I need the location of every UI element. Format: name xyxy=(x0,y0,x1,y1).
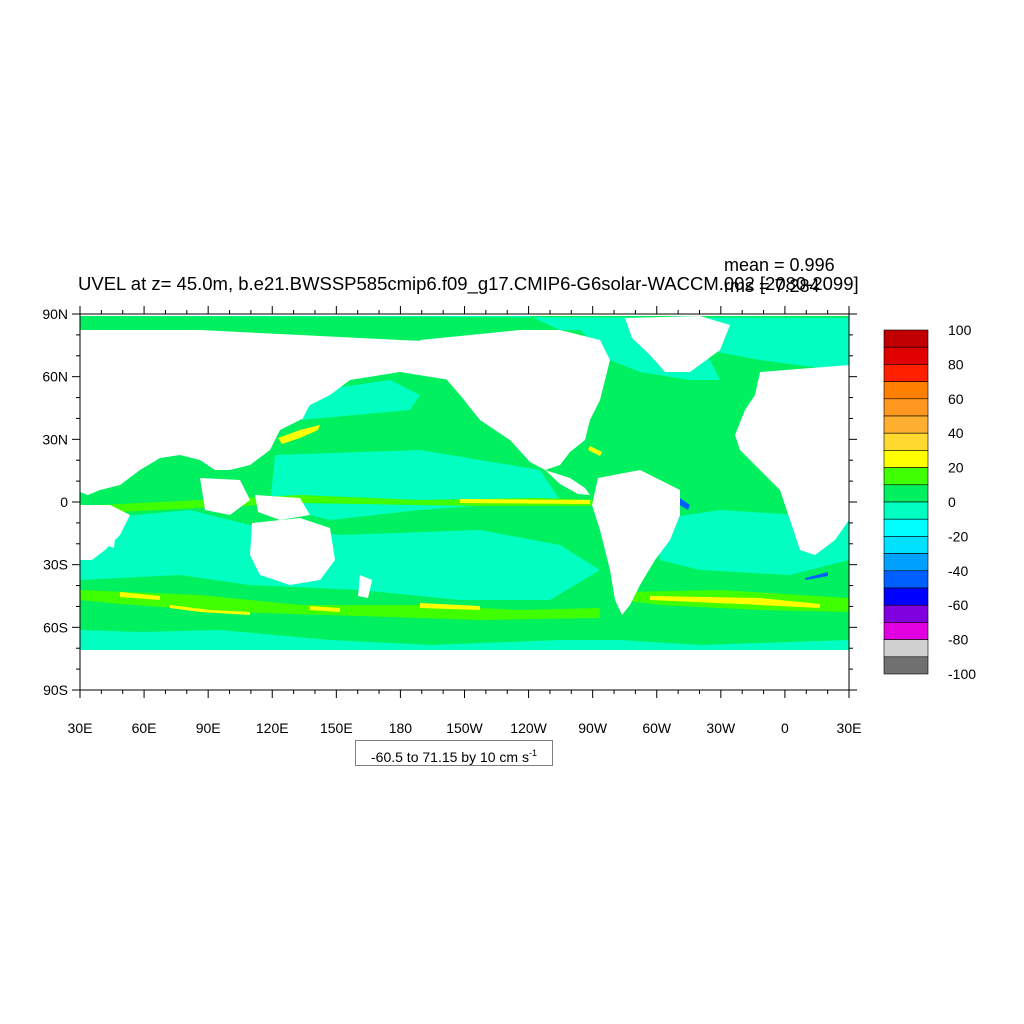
rms-stat: rms = 7.284 xyxy=(724,276,820,296)
colorbar-label: -60 xyxy=(948,597,968,613)
colorbar-label: -20 xyxy=(948,528,968,544)
jet-core-bands xyxy=(120,425,820,615)
colorbar-box xyxy=(883,329,929,348)
colorbar-box xyxy=(883,587,929,606)
land-masses xyxy=(80,316,849,690)
colorbar-label: 20 xyxy=(948,460,964,476)
colorbar-box xyxy=(883,604,929,623)
lon-tick-label: 60W xyxy=(642,720,672,736)
colorbar-box xyxy=(883,432,929,451)
colorbar-box xyxy=(883,346,929,365)
lat-tick-label: 0 xyxy=(60,494,68,510)
velocity-field xyxy=(80,314,849,690)
colorbar-label: -100 xyxy=(948,666,976,682)
lon-tick-label: 150E xyxy=(320,720,353,736)
colorbar-box xyxy=(883,622,929,640)
axis-ticks xyxy=(72,306,857,698)
lon-tick-label: 0 xyxy=(781,720,789,736)
lon-tick-label: 150W xyxy=(446,720,483,736)
colorbar-label: -80 xyxy=(948,632,968,648)
colorbar-label: 0 xyxy=(948,494,956,510)
lat-tick-label: 60N xyxy=(42,369,68,385)
colorbar xyxy=(883,329,929,675)
lon-tick-label: 120E xyxy=(256,720,289,736)
contour-unit-exponent: -1 xyxy=(528,748,537,758)
lon-tick-label: 30W xyxy=(706,720,736,736)
contour-info-text: -60.5 to 71.15 by 10 cm s xyxy=(371,749,529,765)
lon-tick-label: 30E xyxy=(837,720,862,736)
lat-tick-label: 60S xyxy=(43,619,68,635)
colorbar-label: 40 xyxy=(948,425,964,441)
lon-tick-label: 120W xyxy=(510,720,547,736)
lon-tick-label: 60E xyxy=(132,720,157,736)
colorbar-label: 100 xyxy=(948,322,972,338)
colorbar-label: -40 xyxy=(948,563,968,579)
colorbar-label: 80 xyxy=(948,356,964,372)
colorbar-box xyxy=(883,501,929,520)
latitude-labels: 90N 60N 30N 0 30S 60S 90S xyxy=(42,306,68,698)
colorbar-box xyxy=(883,484,929,503)
colorbar-box xyxy=(883,639,929,658)
lat-tick-label: 90N xyxy=(42,306,68,322)
colorbar-labels: 100 80 60 40 20 0 -20 -40 -60 -80 -100 xyxy=(948,322,976,682)
colorbar-box xyxy=(883,364,929,382)
colorbar-box xyxy=(883,570,929,589)
colorbar-box xyxy=(883,381,929,400)
lat-tick-label: 30S xyxy=(43,557,68,573)
colorbar-box xyxy=(883,415,929,434)
lon-tick-label: 90E xyxy=(196,720,221,736)
contour-info-box: -60.5 to 71.15 by 10 cm s-1 xyxy=(355,740,553,766)
lon-tick-label: 180 xyxy=(389,720,413,736)
colorbar-box xyxy=(883,518,929,537)
colorbar-box xyxy=(883,656,929,675)
colorbar-label: 60 xyxy=(948,391,964,407)
colorbar-box xyxy=(883,553,929,572)
longitude-labels: 30E 60E 90E 120E 150E 180 150W 120W 90W 60W 30W 0 30… xyxy=(68,720,862,736)
colorbar-box xyxy=(883,450,929,468)
colorbar-box xyxy=(883,398,929,417)
lat-tick-label: 30N xyxy=(42,431,68,447)
mean-stat: mean = 0.996 xyxy=(724,255,835,275)
lon-tick-label: 30E xyxy=(68,720,93,736)
colorbar-box xyxy=(883,536,929,554)
lat-tick-label: 90S xyxy=(43,682,68,698)
lon-tick-label: 90W xyxy=(578,720,608,736)
plot-title: UVEL at z= 45.0m, b.e21.BWSSP585cmip6.f0… xyxy=(78,273,859,294)
colorbar-box xyxy=(883,467,929,486)
